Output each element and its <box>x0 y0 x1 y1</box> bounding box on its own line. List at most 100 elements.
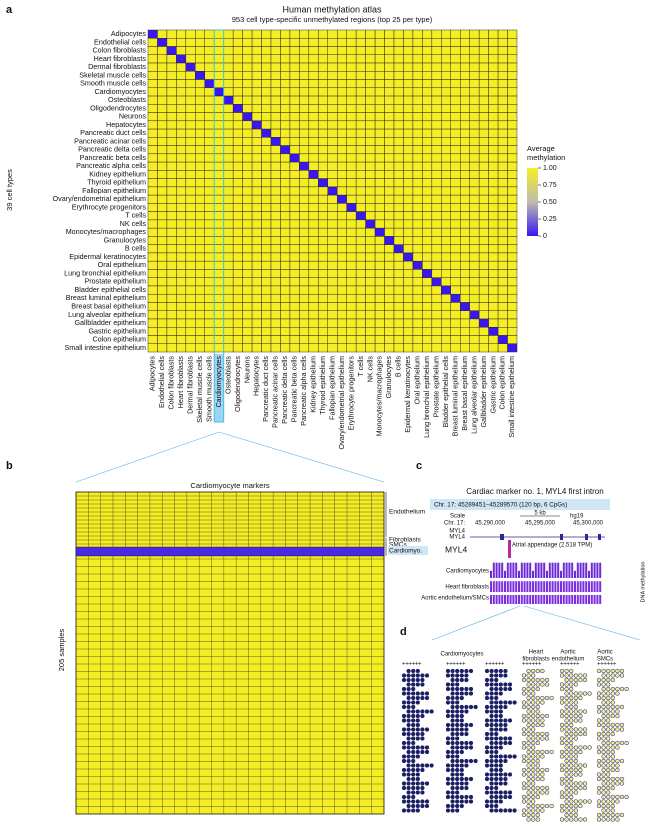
heatmap-cell <box>242 343 253 353</box>
heatmap-cell <box>185 112 196 122</box>
heatmap-cell <box>299 219 310 229</box>
cpg-read <box>420 691 425 696</box>
heatmap-cell <box>242 244 253 254</box>
heatmap-cell <box>232 128 243 138</box>
heatmap-cell <box>214 120 224 130</box>
heatmap-cell <box>450 285 461 295</box>
cpg-read <box>406 673 411 678</box>
cpg-read <box>484 772 490 777</box>
cpg-read <box>489 808 494 813</box>
cpg-read <box>494 704 499 710</box>
heatmap-cell <box>147 318 158 328</box>
group-label: Endothelium <box>389 509 425 516</box>
heatmap-cell <box>393 87 404 97</box>
heatmap-cell <box>374 87 385 97</box>
methylation-bar <box>501 595 504 604</box>
cpg-read <box>406 790 411 795</box>
row-label: Thyroid epithelium <box>87 178 146 187</box>
heatmap-cell <box>176 219 187 229</box>
cpg-read <box>615 668 620 674</box>
cpg-read <box>489 790 494 795</box>
heatmap-cell <box>393 194 404 204</box>
heatmap-cell <box>157 252 168 262</box>
column-label: Gastric epithelium <box>488 356 497 414</box>
heatmap-cell <box>214 236 224 245</box>
cpg-read <box>564 673 569 678</box>
column-label: Colon epithelium <box>498 356 507 410</box>
cpg-read <box>582 785 588 791</box>
heatmap-cell <box>460 211 470 221</box>
heatmap-cell <box>412 194 423 204</box>
cpg-read <box>606 677 611 683</box>
heatmap-cell <box>478 211 489 221</box>
cpg-read <box>503 776 508 782</box>
row-label: Colon fibroblasts <box>92 46 146 55</box>
heatmap-cell <box>214 194 224 204</box>
heatmap-cell <box>507 318 518 328</box>
heatmap-cell <box>422 145 433 155</box>
heatmap-cell <box>346 79 357 89</box>
cpg-read <box>484 745 490 750</box>
heatmap-cell <box>185 219 196 229</box>
cpg-read <box>606 691 611 696</box>
cpg-read <box>406 763 411 768</box>
cpg-read <box>503 704 508 710</box>
heatmap-cell <box>270 285 281 295</box>
cpg-read <box>411 794 416 800</box>
heatmap-cell <box>318 46 328 55</box>
cpg-read <box>564 749 569 755</box>
cpg-read <box>601 772 606 777</box>
heatmap-cell <box>393 252 404 262</box>
heatmap-cell <box>384 252 395 262</box>
heatmap-cell <box>441 178 451 188</box>
heatmap-cell <box>157 293 168 303</box>
heatmap-cell <box>232 335 243 344</box>
heatmap-cell <box>337 95 347 105</box>
methylation-bar <box>551 562 554 578</box>
cpg-read <box>507 754 513 759</box>
cpg-read <box>411 722 416 728</box>
heatmap-cell <box>327 244 338 254</box>
cpg-read <box>484 799 490 804</box>
heatmap-cell <box>422 211 433 221</box>
methylation-bar <box>588 570 590 578</box>
heatmap-cell <box>185 128 196 138</box>
heatmap-cell <box>412 54 423 64</box>
cpg-read <box>498 790 503 795</box>
cpg-read <box>526 763 531 768</box>
heatmap-cell <box>422 194 433 204</box>
cpg-read <box>503 740 508 746</box>
heatmap-cell <box>242 87 253 97</box>
heatmap-cell <box>185 137 196 146</box>
heatmap-cell <box>337 203 347 212</box>
heatmap-cell <box>223 236 234 245</box>
cpg-read <box>455 682 460 687</box>
heatmap-cell <box>346 203 357 212</box>
cpg-read <box>445 794 451 800</box>
cpg-read <box>489 772 494 777</box>
heatmap-cell <box>431 178 442 188</box>
cpg-read <box>406 677 411 683</box>
read-group: Heart <box>529 650 544 656</box>
cpg-read <box>494 763 499 768</box>
cpg-read <box>606 673 611 678</box>
heatmap-cell <box>422 79 433 89</box>
methylation-bar <box>582 581 585 592</box>
cpg-read <box>521 718 527 723</box>
cpg-read <box>615 812 620 818</box>
heatmap-cell <box>308 335 319 344</box>
heatmap-cell <box>204 236 215 245</box>
heatmap-cell <box>355 260 366 270</box>
heatmap-cell <box>374 335 385 344</box>
cpg-read <box>455 803 460 809</box>
methylation-bar <box>574 570 576 578</box>
heatmap-cell <box>460 161 470 171</box>
heatmap-cell <box>232 71 243 80</box>
heatmap-cell <box>507 38 518 47</box>
cpg-read <box>526 772 531 777</box>
methylation-bar <box>596 595 599 604</box>
methylation-bar <box>518 570 520 578</box>
heatmap-cell <box>431 29 442 39</box>
cpg-read <box>484 785 490 791</box>
heatmap-cell <box>450 260 461 270</box>
